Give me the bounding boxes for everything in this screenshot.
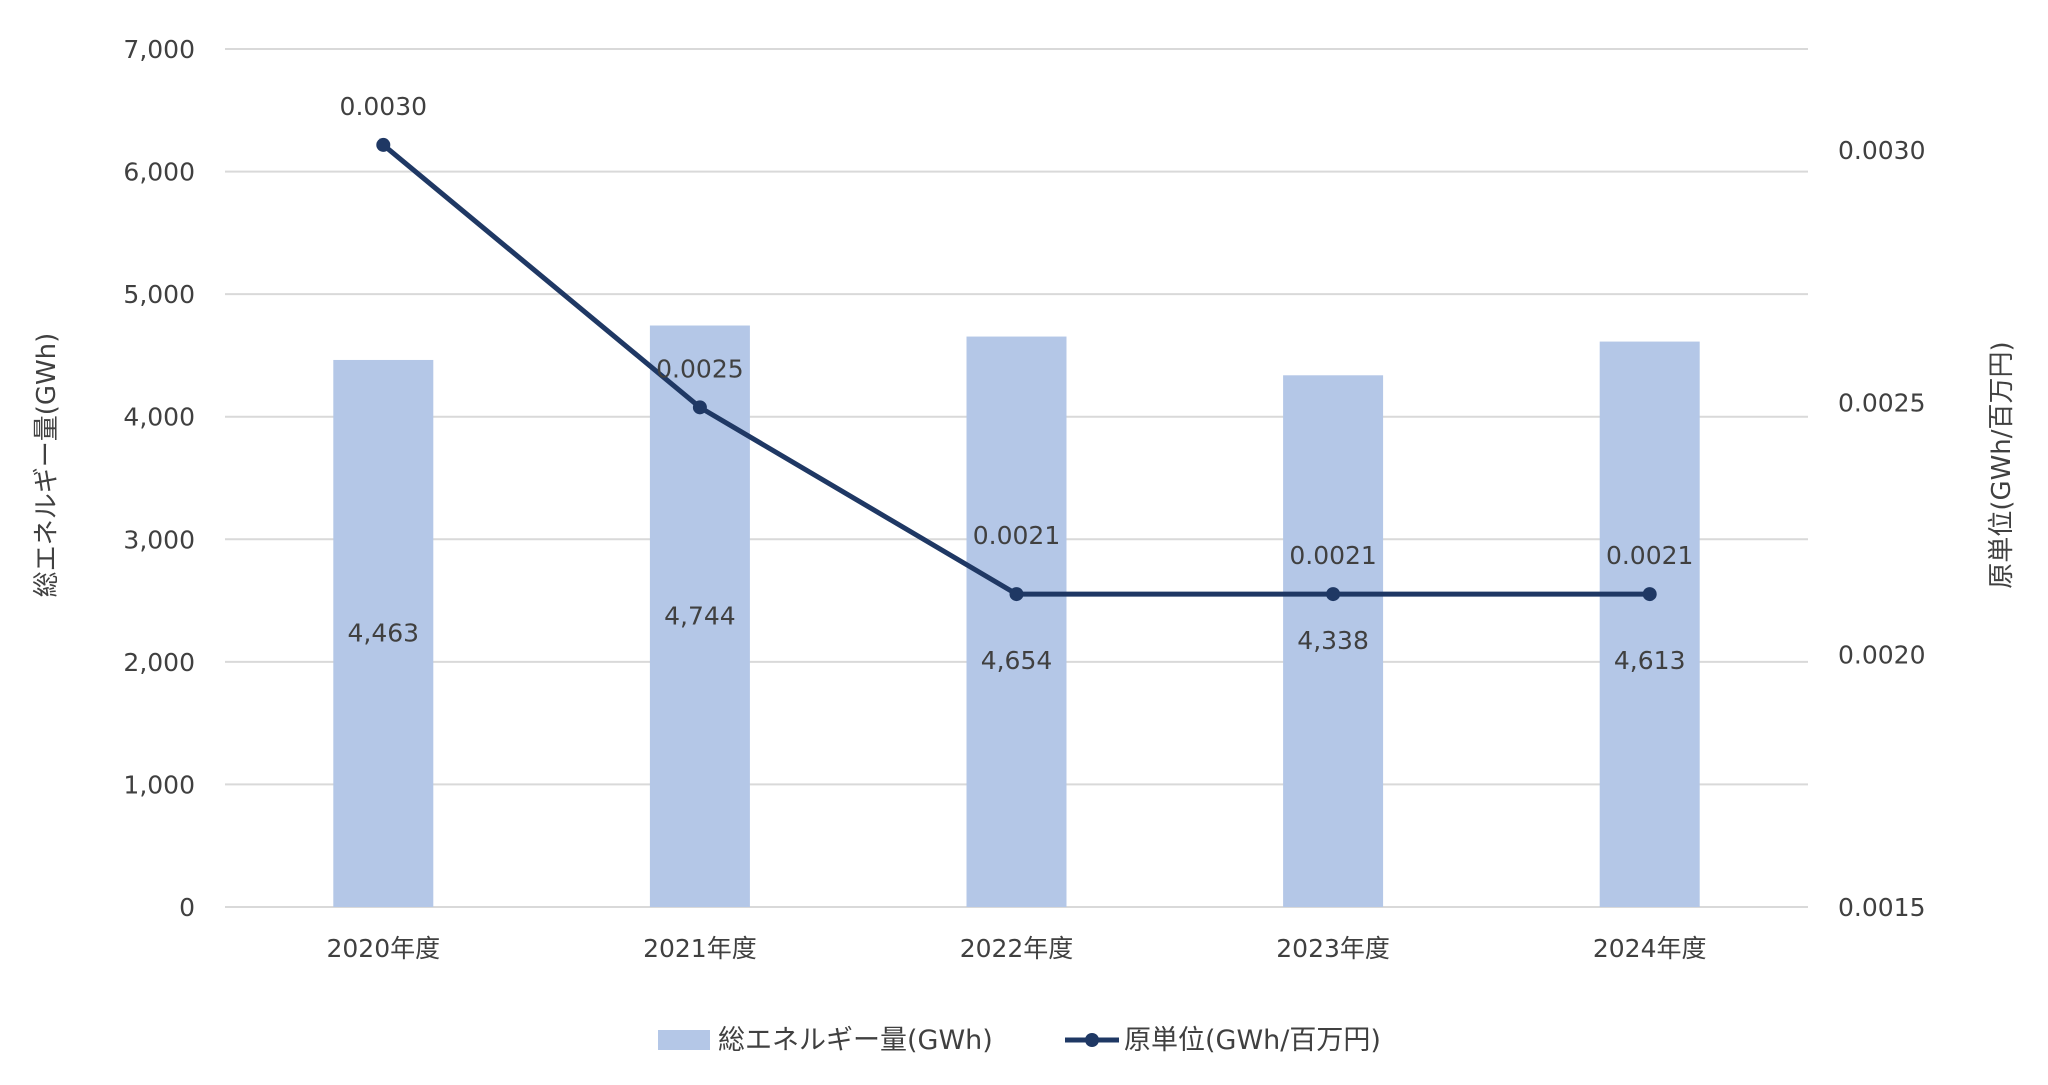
- bar-series: [333, 325, 1700, 908]
- left-tick-label: 5,000: [123, 280, 195, 309]
- left-tick-label: 1,000: [123, 770, 195, 799]
- bar: [649, 325, 750, 908]
- left-tick-label: 2,000: [123, 648, 195, 677]
- right-tick-label: 0.0025: [1838, 388, 1925, 417]
- x-tick-label: 2024年度: [1593, 934, 1707, 963]
- legend-marker-line: [1085, 1033, 1099, 1047]
- line-data-label: 0.0021: [1289, 541, 1376, 570]
- x-axis-ticks: 2020年度 2021年度 2022年度 2023年度 2024年度: [326, 934, 1706, 963]
- left-axis-title: 総エネルギー量(GWh): [32, 333, 62, 598]
- right-axis-ticks: 0.0015 0.0020 0.0025 0.0030: [1838, 136, 1925, 922]
- x-tick-label: 2023年度: [1276, 934, 1390, 963]
- line-data-label: 0.0021: [1606, 541, 1693, 570]
- line-marker: [376, 137, 391, 152]
- bar: [1283, 375, 1384, 907]
- bar: [333, 359, 434, 907]
- bar: [966, 336, 1067, 907]
- right-tick-label: 0.0020: [1838, 641, 1925, 670]
- bar: [1599, 341, 1700, 907]
- line-data-label: 0.0030: [340, 92, 427, 121]
- line-data-label: 0.0025: [656, 354, 743, 383]
- right-tick-label: 0.0015: [1838, 893, 1925, 922]
- x-tick-label: 2022年度: [960, 934, 1074, 963]
- left-tick-label: 0: [179, 893, 195, 922]
- right-axis-title: 原単位(GWh/百万円): [1987, 341, 2017, 588]
- x-tick-label: 2020年度: [326, 934, 440, 963]
- left-tick-label: 7,000: [123, 35, 195, 64]
- left-tick-label: 4,000: [123, 403, 195, 432]
- line-marker: [1642, 587, 1657, 602]
- legend-label-bar: 総エネルギー量(GWh): [718, 1025, 993, 1056]
- line-data-labels: 0.0030 0.0025 0.0021 0.0021 0.0021: [340, 92, 1694, 570]
- left-tick-label: 3,000: [123, 525, 195, 554]
- legend: 総エネルギー量(GWh) 原単位(GWh/百万円): [658, 1025, 1381, 1056]
- line-series: [376, 137, 1657, 602]
- bar-data-labels: 4,463 4,744 4,654 4,338 4,613: [348, 601, 1686, 675]
- bar-data-label: 4,338: [1297, 626, 1369, 655]
- bar-data-label: 4,463: [348, 618, 420, 647]
- bar-data-label: 4,744: [664, 601, 736, 630]
- x-tick-label: 2021年度: [643, 934, 757, 963]
- line-marker: [1009, 587, 1024, 602]
- bar-data-label: 4,654: [981, 646, 1053, 675]
- line-marker: [692, 400, 707, 415]
- left-axis-ticks: 0 1,000 2,000 3,000 4,000 5,000 6,000 7,000: [123, 35, 195, 922]
- legend-swatch-bar: [658, 1030, 710, 1050]
- line-data-label: 0.0021: [973, 521, 1060, 550]
- legend-label-line: 原単位(GWh/百万円): [1124, 1025, 1381, 1056]
- right-tick-label: 0.0030: [1838, 136, 1925, 165]
- bar-data-label: 4,613: [1614, 646, 1686, 675]
- left-tick-label: 6,000: [123, 158, 195, 187]
- line-marker: [1326, 587, 1341, 602]
